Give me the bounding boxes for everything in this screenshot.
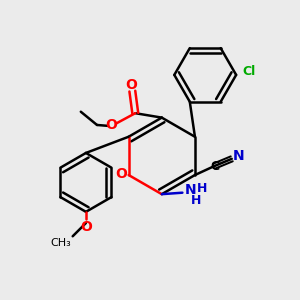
- Text: CH₃: CH₃: [50, 238, 71, 248]
- Text: O: O: [125, 78, 137, 92]
- Text: O: O: [105, 118, 117, 132]
- Text: Cl: Cl: [242, 65, 255, 79]
- Text: H: H: [190, 194, 201, 207]
- Text: H: H: [197, 182, 208, 195]
- Text: N: N: [185, 183, 197, 197]
- Text: N: N: [232, 149, 244, 164]
- Text: C: C: [210, 160, 220, 173]
- Text: O: O: [80, 220, 92, 234]
- Text: O: O: [115, 167, 127, 181]
